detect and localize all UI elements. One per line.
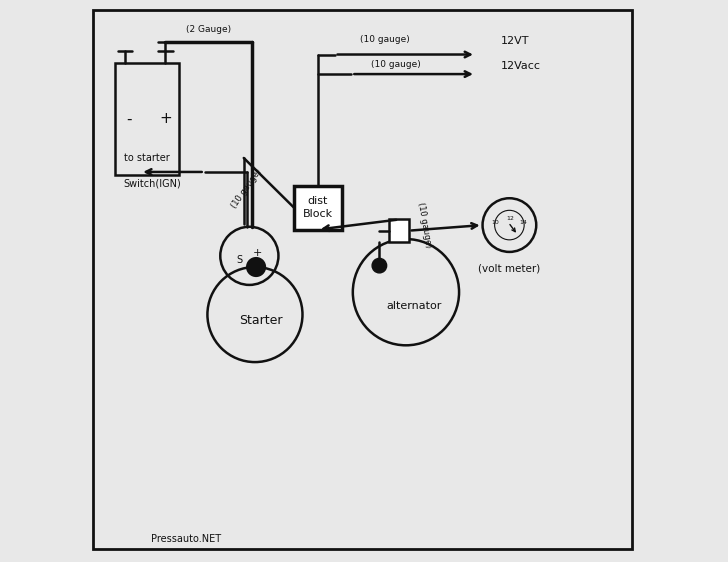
Text: +: + — [159, 111, 172, 126]
Text: +: + — [253, 248, 262, 258]
Text: dist: dist — [308, 196, 328, 206]
Text: 12VT: 12VT — [501, 35, 529, 46]
Bar — [389, 220, 408, 242]
Text: 12Vacc: 12Vacc — [501, 61, 541, 71]
Text: (10 gauge): (10 gauge) — [229, 167, 264, 210]
Text: 12: 12 — [506, 216, 514, 221]
Text: (2 Gauge): (2 Gauge) — [186, 25, 232, 34]
Text: (volt meter): (volt meter) — [478, 264, 540, 274]
Text: (10 gauge): (10 gauge) — [371, 60, 421, 69]
Text: 10: 10 — [491, 220, 499, 225]
Bar — [115, 63, 180, 175]
Circle shape — [372, 259, 387, 273]
Text: to starter: to starter — [124, 153, 170, 163]
Text: Switch(IGN): Switch(IGN) — [124, 178, 181, 188]
Bar — [294, 186, 341, 229]
Text: (10 gauge): (10 gauge) — [416, 201, 432, 248]
Text: 14: 14 — [520, 220, 527, 225]
Text: Pressauto.NET: Pressauto.NET — [151, 534, 221, 545]
Text: -: - — [127, 111, 132, 126]
Text: Starter: Starter — [239, 314, 282, 327]
Text: S: S — [236, 255, 242, 265]
Text: alternator: alternator — [387, 301, 442, 311]
Circle shape — [246, 257, 266, 277]
Text: Block: Block — [303, 209, 333, 219]
Text: (10 gauge): (10 gauge) — [360, 35, 410, 44]
